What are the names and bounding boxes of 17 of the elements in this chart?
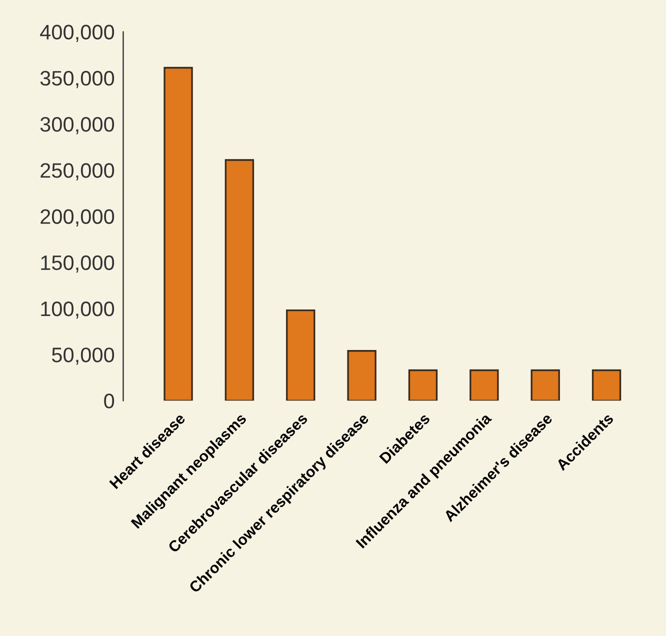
y-tick-label: 150,000	[41, 255, 114, 273]
bar	[408, 369, 438, 401]
y-tick-label: 50,000	[52, 348, 114, 365]
y-tick-label: 100,000	[41, 301, 114, 319]
bar	[286, 309, 316, 401]
bar	[347, 350, 376, 401]
bar	[530, 369, 560, 401]
y-tick-label: 400,000	[40, 24, 114, 42]
bar	[164, 66, 193, 401]
bar	[592, 369, 622, 401]
y-tick-label: 300,000	[40, 117, 114, 134]
y-tick-label: 350,000	[40, 70, 114, 88]
bar	[224, 159, 254, 401]
bar	[470, 369, 499, 401]
y-tick-label: 250,000	[40, 163, 114, 180]
y-tick-label: 200,000	[40, 209, 114, 226]
y-tick-label: 0	[104, 394, 114, 408]
